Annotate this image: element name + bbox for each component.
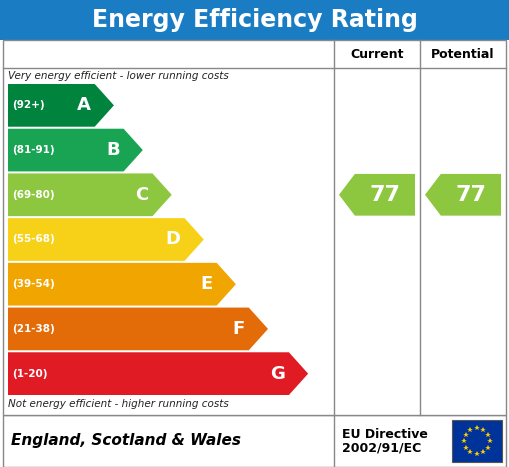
Text: (92+): (92+) (12, 100, 45, 110)
Polygon shape (8, 129, 143, 171)
Text: 77: 77 (456, 185, 487, 205)
Text: Current: Current (350, 48, 404, 61)
Text: Very energy efficient - lower running costs: Very energy efficient - lower running co… (8, 71, 229, 81)
Text: C: C (135, 186, 149, 204)
Text: E: E (201, 275, 213, 293)
Polygon shape (8, 218, 204, 261)
Text: Not energy efficient - higher running costs: Not energy efficient - higher running co… (8, 399, 229, 409)
Text: Potential: Potential (431, 48, 495, 61)
Polygon shape (8, 173, 172, 216)
Text: 2002/91/EC: 2002/91/EC (342, 441, 421, 454)
Text: 77: 77 (370, 185, 401, 205)
Text: EU Directive: EU Directive (342, 427, 428, 440)
Text: (1-20): (1-20) (12, 368, 47, 379)
Text: A: A (77, 96, 91, 114)
Polygon shape (8, 84, 114, 127)
Bar (452, 420, 502, 462)
Polygon shape (339, 174, 415, 216)
Text: B: B (106, 141, 120, 159)
Text: (21-38): (21-38) (12, 324, 55, 334)
Text: (69-80): (69-80) (12, 190, 54, 200)
Text: G: G (270, 365, 285, 382)
Text: (81-91): (81-91) (12, 145, 54, 155)
Text: England, Scotland & Wales: England, Scotland & Wales (11, 433, 241, 448)
Bar (3, 415, 506, 467)
Polygon shape (8, 308, 268, 350)
Bar (0, 0, 509, 40)
Text: (55-68): (55-68) (12, 234, 55, 245)
Text: D: D (165, 231, 181, 248)
Polygon shape (425, 174, 501, 216)
Polygon shape (8, 352, 308, 395)
Text: F: F (233, 320, 245, 338)
Polygon shape (8, 263, 236, 305)
Bar (3, 40, 506, 415)
Text: (39-54): (39-54) (12, 279, 55, 289)
Text: Energy Efficiency Rating: Energy Efficiency Rating (92, 8, 417, 32)
